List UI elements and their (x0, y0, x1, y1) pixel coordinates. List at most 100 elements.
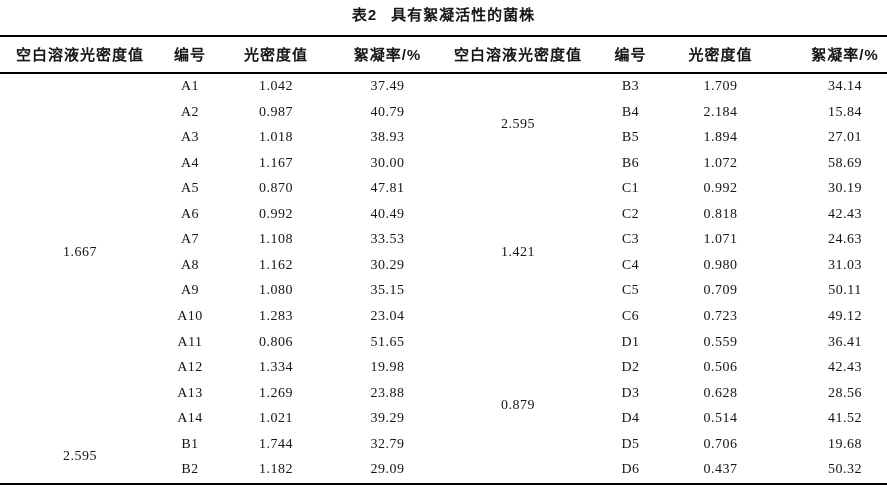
strain-id: B2 (181, 462, 199, 478)
od-value: 1.162 (259, 257, 293, 273)
strain-id: B5 (621, 130, 640, 146)
table-row: 1.421 C1 0.992 30.19 (443, 177, 887, 260)
strain-id: B6 (621, 155, 640, 171)
strain-id: C3 (621, 232, 640, 248)
flocculation-rate: 58.69 (828, 155, 862, 171)
flocculation-rate: 41.52 (828, 411, 862, 427)
flocculation-rate: 47.81 (370, 181, 405, 197)
od-value: 0.992 (703, 181, 738, 197)
od-value: 0.706 (703, 436, 738, 452)
strain-id: A6 (180, 206, 200, 222)
od-value: 1.709 (703, 79, 738, 95)
col-header-blank-od: 空白溶液光密度值 (443, 37, 593, 74)
od-value: 1.108 (259, 232, 293, 248)
strain-id: A9 (180, 283, 200, 299)
strain-id: D1 (621, 334, 640, 350)
od-value: 0.506 (703, 360, 738, 376)
blank-od-value: 1.421 (501, 245, 535, 261)
table-row: C3 1.071 24.63 (443, 228, 887, 254)
table-row: D3 0.628 28.56 (443, 381, 887, 407)
col-header-od: 光密度值 (668, 37, 773, 74)
strain-id: A5 (180, 181, 200, 197)
flocculation-rate: 23.04 (370, 308, 405, 324)
flocculation-rate: 36.41 (828, 334, 862, 350)
strain-id: A10 (177, 308, 203, 324)
strain-id: D4 (621, 411, 640, 427)
table-title: 具有絮凝活性的菌株 (391, 7, 536, 24)
header-row: 空白溶液光密度值 编号 光密度值 絮凝率/% (443, 37, 887, 74)
col-header-od: 光密度值 (220, 37, 332, 74)
blank-od-value: 1.667 (63, 244, 97, 260)
od-value: 0.514 (703, 411, 738, 427)
strain-id: A13 (177, 385, 203, 401)
table-row: 1.667 A1 1.042 37.49 (0, 73, 443, 260)
od-value: 1.080 (259, 283, 293, 299)
table-right-half: 空白溶液光密度值 编号 光密度值 絮凝率/% 2.595 B3 1.709 34.14… (443, 37, 887, 483)
strain-id: B1 (181, 436, 199, 452)
table-row: C2 0.818 42.43 (443, 202, 887, 228)
strain-id: D2 (621, 360, 640, 376)
od-value: 1.021 (259, 411, 293, 427)
strain-id: C6 (621, 308, 640, 324)
table-caption: 表2 具有絮凝活性的菌株 (0, 4, 887, 25)
od-value: 1.334 (259, 360, 293, 376)
od-value: 1.182 (259, 462, 293, 478)
blank-od-value: 2.595 (63, 449, 97, 465)
od-value: 1.042 (259, 79, 293, 95)
table-header-right: 空白溶液光密度值 编号 光密度值 絮凝率/% (443, 37, 887, 74)
strain-id: D6 (621, 462, 640, 478)
flocculation-rate: 30.19 (828, 181, 862, 197)
flocculation-rate: 40.79 (370, 104, 405, 120)
data-table: 空白溶液光密度值 编号 光密度值 絮凝率/% 1.667 A1 1.042 37.49… (0, 35, 887, 485)
strain-id: C5 (621, 283, 640, 299)
table-row: A11 0.806 51.65 (0, 330, 443, 356)
strain-id: B4 (621, 104, 640, 120)
flocculation-rate: 32.79 (370, 436, 405, 452)
flocculation-rate: 23.88 (370, 385, 405, 401)
flocculation-rate: 50.11 (828, 283, 862, 299)
flocculation-rate: 49.12 (828, 308, 862, 324)
table-row: A2 0.987 40.79 (0, 100, 443, 126)
flocculation-rate: 51.65 (370, 334, 405, 350)
od-value: 1.744 (259, 436, 293, 452)
col-header-blank-od: 空白溶液光密度值 (0, 37, 160, 74)
od-value: 1.071 (703, 232, 738, 248)
strain-id: D5 (621, 436, 640, 452)
od-value: 0.559 (703, 334, 738, 350)
flocculation-rate: 28.56 (828, 385, 862, 401)
flocculation-rate: 30.29 (370, 257, 405, 273)
table-row: A13 1.269 23.88 (0, 381, 443, 407)
flocculation-rate: 38.93 (370, 130, 405, 146)
col-header-strain-id: 编号 (593, 37, 668, 74)
table-left-half: 空白溶液光密度值 编号 光密度值 絮凝率/% 1.667 A1 1.042 37.49… (0, 37, 443, 483)
od-value: 2.184 (703, 104, 738, 120)
header-row: 空白溶液光密度值 编号 光密度值 絮凝率/% (0, 37, 443, 74)
table-row: A9 1.080 35.15 (0, 279, 443, 305)
table-row: B2 1.182 29.09 (0, 457, 443, 483)
od-value: 0.806 (259, 334, 293, 350)
table-row: A14 1.021 39.29 (0, 406, 443, 432)
strain-id: A2 (180, 104, 200, 120)
blank-od-value: 0.879 (501, 398, 535, 414)
strain-id: A14 (177, 411, 203, 427)
od-value: 1.167 (259, 155, 293, 171)
table-row: A8 1.162 30.29 (0, 253, 443, 279)
table-number-label: 表2 (351, 7, 378, 24)
strain-id: A1 (180, 79, 200, 95)
strain-id: C4 (621, 257, 640, 273)
flocculation-rate: 27.01 (828, 130, 862, 146)
flocculation-rate: 42.43 (828, 206, 862, 222)
table-row: B6 1.072 58.69 (443, 151, 887, 177)
strain-id: A12 (177, 360, 203, 376)
table-header-left: 空白溶液光密度值 编号 光密度值 絮凝率/% (0, 37, 443, 74)
table-row: A4 1.167 30.00 (0, 151, 443, 177)
od-value: 0.709 (703, 283, 738, 299)
strain-id: B3 (621, 79, 640, 95)
table-row: A7 1.108 33.53 (0, 228, 443, 254)
flocculation-rate: 33.53 (370, 232, 405, 248)
table-row: D2 0.506 42.43 (443, 355, 887, 381)
flocculation-rate: 37.49 (370, 79, 405, 95)
flocculation-rate: 50.32 (828, 462, 862, 478)
od-value: 1.283 (259, 308, 293, 324)
